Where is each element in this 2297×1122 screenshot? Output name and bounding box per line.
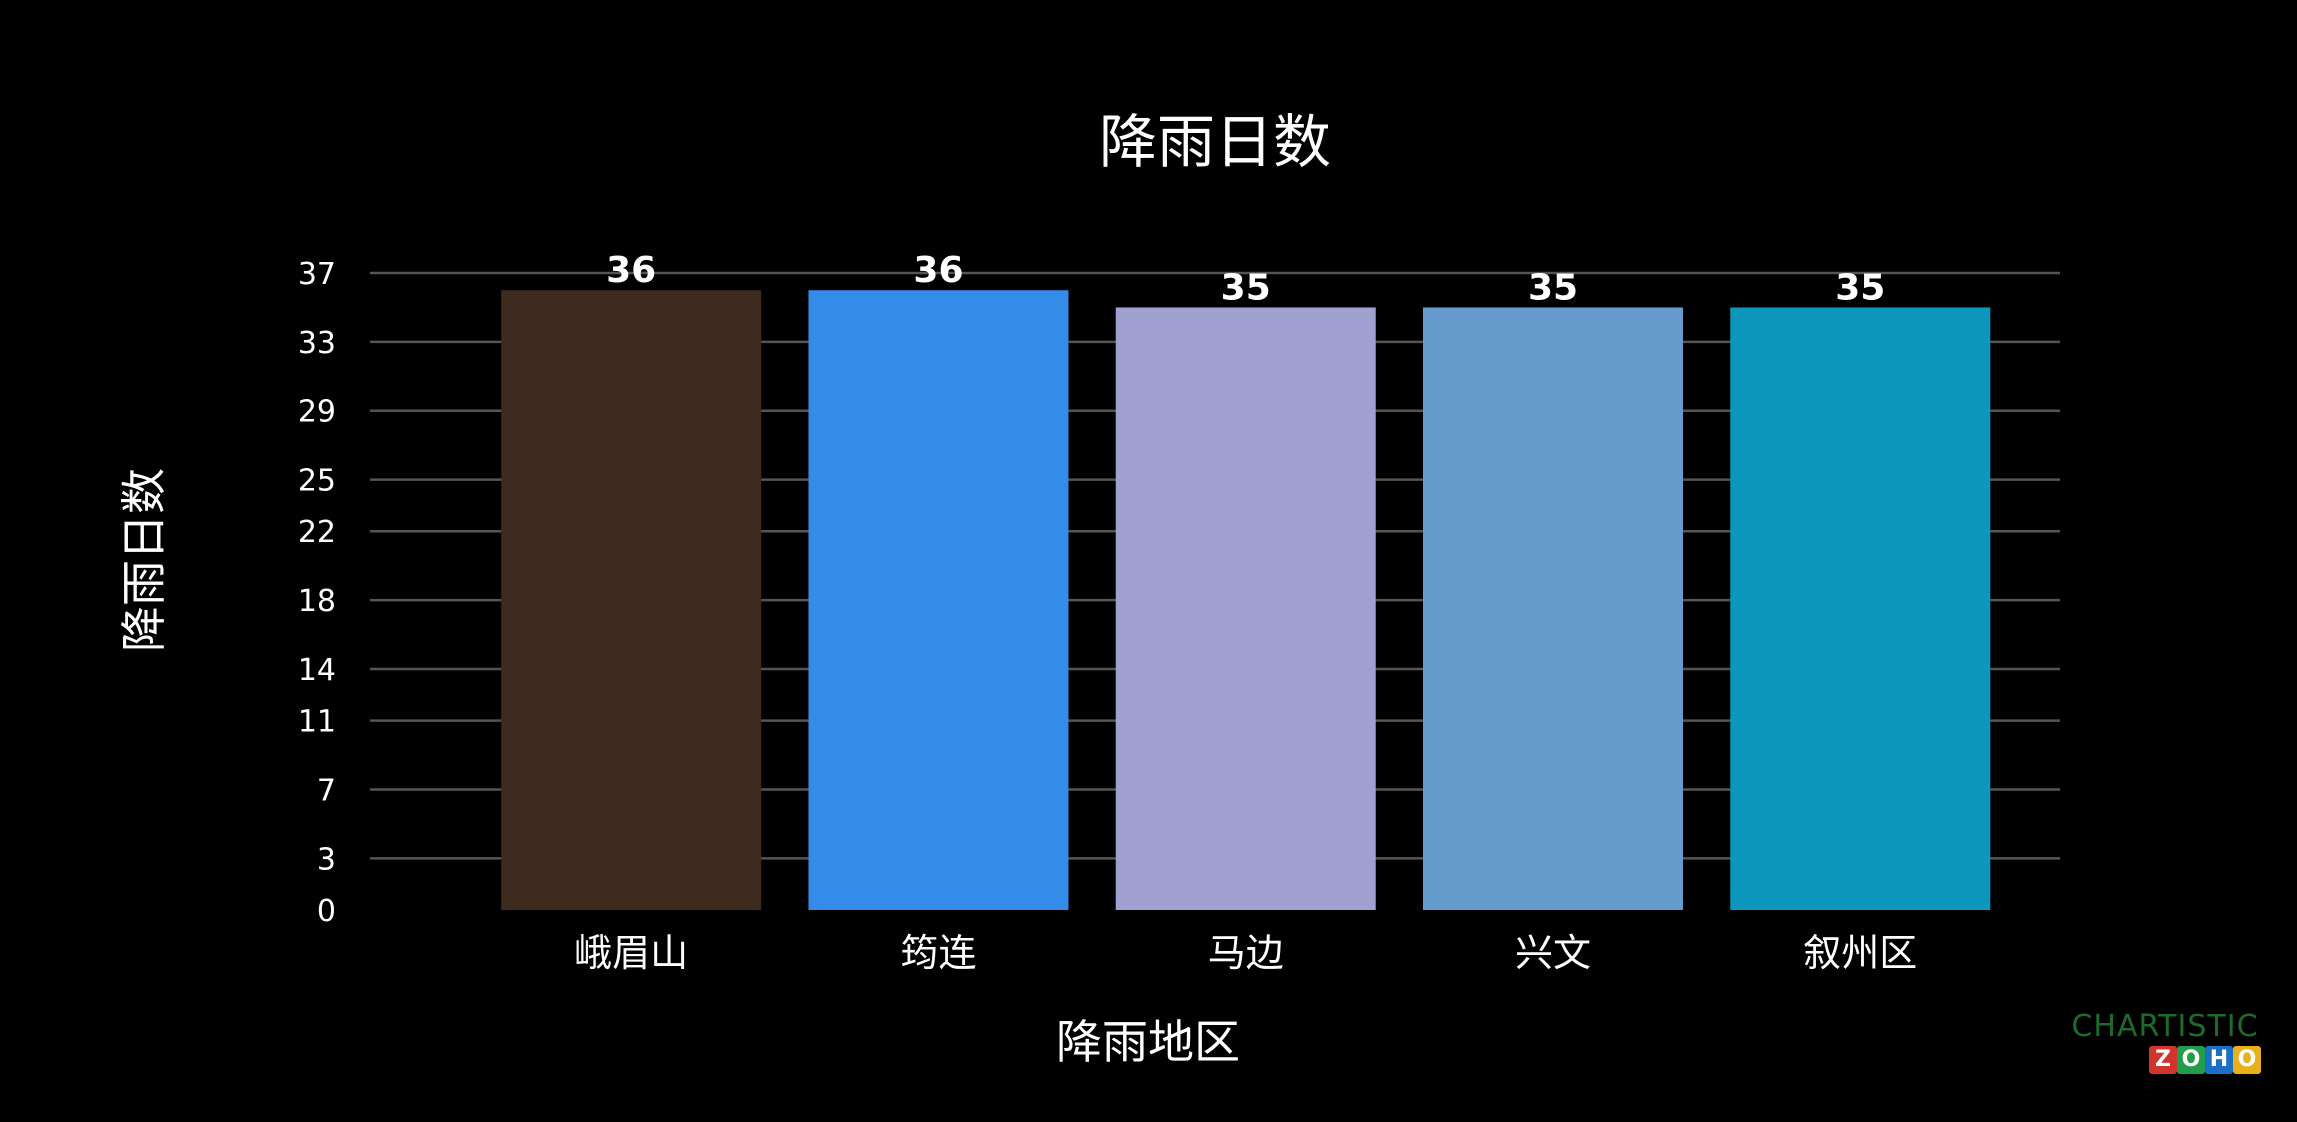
- watermark-top-text: CHARTISTIC: [2071, 1009, 2259, 1044]
- y-tick-label: 0: [317, 894, 336, 929]
- bar: [808, 290, 1069, 911]
- zoho-letter: O: [2177, 1046, 2205, 1074]
- data-label: 36: [606, 250, 656, 291]
- y-axis-title: 降雨日数: [117, 468, 171, 652]
- bar: [1115, 307, 1376, 910]
- data-label: 35: [1221, 267, 1271, 308]
- x-category-label: 马边: [1208, 931, 1284, 975]
- x-axis-title: 降雨地区: [1056, 1015, 1240, 1069]
- y-tick-label: 18: [298, 584, 336, 619]
- y-tick-label: 37: [298, 257, 336, 292]
- bar: [1730, 307, 1991, 910]
- y-tick-label: 33: [298, 326, 336, 361]
- data-label: 35: [1835, 267, 1885, 308]
- bars: [501, 290, 1991, 911]
- y-tick-label: 29: [298, 395, 336, 430]
- chart-title: 降雨日数: [1099, 108, 1331, 176]
- y-tick-label: 3: [317, 842, 336, 877]
- x-category-label: 兴文: [1515, 931, 1591, 975]
- zoho-letter: H: [2205, 1046, 2233, 1074]
- y-tick-label: 7: [317, 773, 336, 808]
- data-label: 36: [913, 250, 963, 291]
- bar: [501, 290, 762, 911]
- zoho-letter: Z: [2149, 1046, 2177, 1074]
- x-axis-categories: 峨眉山 筠连 马边 兴文 叙州区: [574, 931, 1917, 975]
- x-category-label: 叙州区: [1803, 931, 1917, 975]
- bar: [1423, 307, 1683, 910]
- x-category-label: 峨眉山: [574, 931, 688, 975]
- y-tick-label: 11: [298, 705, 336, 740]
- y-tick-label: 22: [298, 515, 336, 550]
- data-labels: 36 36 35 35 35: [606, 250, 1885, 308]
- x-category-label: 筠连: [900, 931, 976, 975]
- zoho-letter: O: [2233, 1046, 2261, 1074]
- y-tick-label: 25: [298, 464, 336, 499]
- y-tick-label: 14: [298, 653, 336, 688]
- data-label: 35: [1528, 267, 1578, 308]
